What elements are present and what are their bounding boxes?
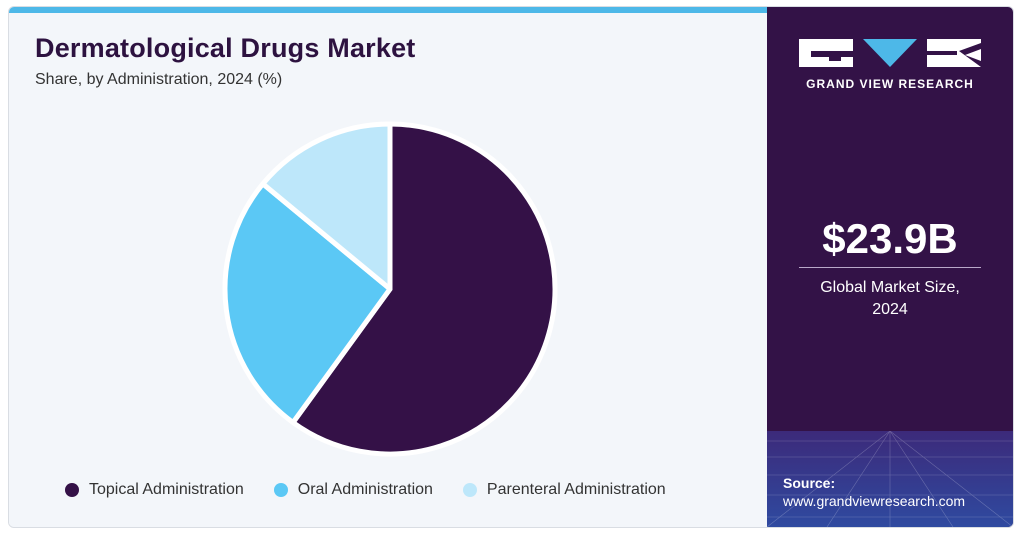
legend-item-oral: Oral Administration (273, 481, 433, 499)
decorative-grid (767, 431, 1013, 527)
legend-swatch-oral (273, 483, 288, 497)
pie-slice-parenteral (260, 121, 393, 292)
pie-slice-oral (222, 181, 393, 425)
divider (799, 267, 981, 268)
gvr-logo-icon (799, 39, 981, 67)
legend-swatch-parenteral (462, 483, 477, 497)
market-size-value: $23.9B (822, 215, 958, 262)
chart-legend: Topical Administration Oral Administrati… (65, 481, 696, 499)
legend-item-topical: Topical Administration (65, 481, 244, 499)
chart-subtitle: Share, by Administration, 2024 (%) (35, 71, 283, 88)
source-label: Source: (783, 475, 836, 491)
legend-item-parenteral: Parenteral Administration (462, 481, 666, 499)
legend-label-oral: Oral Administration (297, 481, 433, 498)
source-link[interactable]: www.grandviewresearch.com (783, 493, 966, 509)
accent-bar (9, 7, 767, 13)
pie-slice-topical (290, 121, 558, 457)
pie-chart (222, 121, 558, 457)
legend-label-topical: Topical Administration (89, 481, 244, 498)
infographic-card: Dermatological Drugs Market Share, by Ad… (8, 6, 1014, 528)
source-band (767, 431, 1013, 527)
chart-panel: Dermatological Drugs Market Share, by Ad… (9, 7, 767, 527)
legend-label-parenteral: Parenteral Administration (486, 481, 666, 498)
legend-swatch-topical (65, 483, 79, 497)
chart-title: Dermatological Drugs Market (35, 33, 416, 63)
summary-sidebar: GRAND VIEW RESEARCH $23.9B Global Market… (767, 7, 1013, 527)
brand-name: GRAND VIEW RESEARCH (806, 77, 974, 91)
market-size-label: Global Market Size, 2024 (820, 279, 960, 318)
